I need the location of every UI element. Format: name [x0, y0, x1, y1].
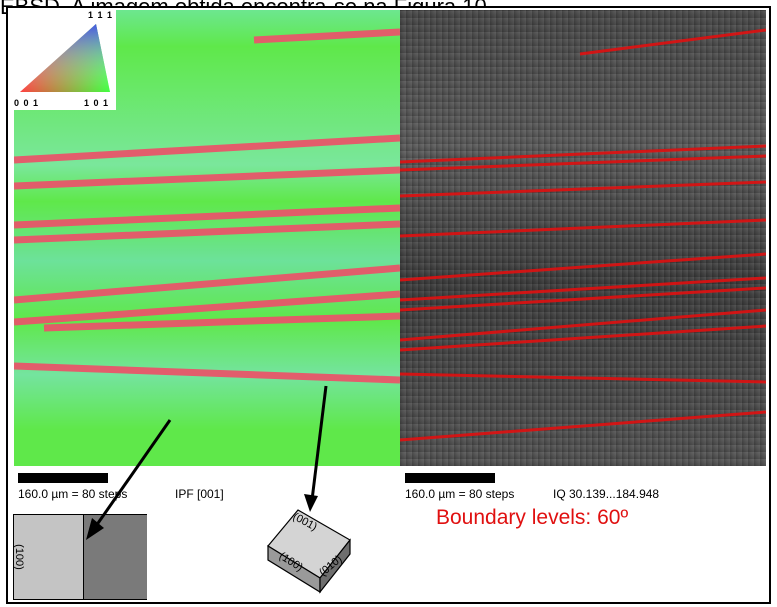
- boundary-line: [400, 286, 766, 312]
- cube-3d-icon: [267, 509, 351, 594]
- twin-band: [43, 312, 400, 332]
- boundary-line: [400, 218, 766, 238]
- right-map-label: IQ 30.139...184.948: [553, 487, 660, 501]
- cube-face-schematic: (100): [13, 514, 147, 600]
- boundary-line: [400, 180, 766, 198]
- twin-band: [253, 28, 400, 44]
- ipf-label-001: 0 0 1: [14, 98, 40, 108]
- iq-map: [400, 10, 766, 466]
- ipf-triangle-icon: [20, 24, 110, 92]
- right-scale-text: 160.0 µm = 80 steps: [405, 487, 515, 501]
- right-scale-bar: [405, 473, 495, 483]
- arrow-head-left: [86, 518, 104, 540]
- boundary-line: [400, 372, 766, 384]
- twin-band: [14, 220, 400, 244]
- boundary-line: [579, 28, 766, 56]
- left-scale-text: 160.0 µm = 80 steps: [18, 487, 128, 501]
- boundary-line: [400, 324, 766, 352]
- boundary-line: [400, 308, 766, 342]
- boundary-levels-label: Boundary levels: 60º: [436, 506, 629, 529]
- left-map-label: IPF [001]: [175, 487, 224, 501]
- arrow-line: [310, 385, 328, 501]
- ipf-label-111: 1 1 1: [88, 10, 114, 20]
- boundary-line: [400, 276, 766, 302]
- arrows: [94, 385, 328, 527]
- left-scale-bar: [18, 473, 108, 483]
- boundary-line: [400, 144, 766, 164]
- ipf-triangle-key: 1 1 1 0 0 1 1 0 1: [14, 10, 116, 110]
- ipf-twin-bands: [14, 28, 400, 384]
- boundary-line: [400, 410, 766, 442]
- twin-band: [14, 264, 400, 304]
- arrow-head-right: [304, 494, 318, 512]
- twin-band: [14, 134, 400, 164]
- twin-band: [14, 290, 400, 326]
- twin-band: [14, 362, 400, 384]
- ipf-label-101: 1 0 1: [84, 98, 110, 108]
- boundary-line: [400, 154, 766, 172]
- boundary-line: [400, 252, 766, 282]
- twin-band: [14, 166, 400, 190]
- twin-band: [14, 204, 400, 229]
- arrow-line: [94, 419, 172, 527]
- cube-face-light: [14, 515, 84, 599]
- iq-boundaries: [400, 28, 766, 442]
